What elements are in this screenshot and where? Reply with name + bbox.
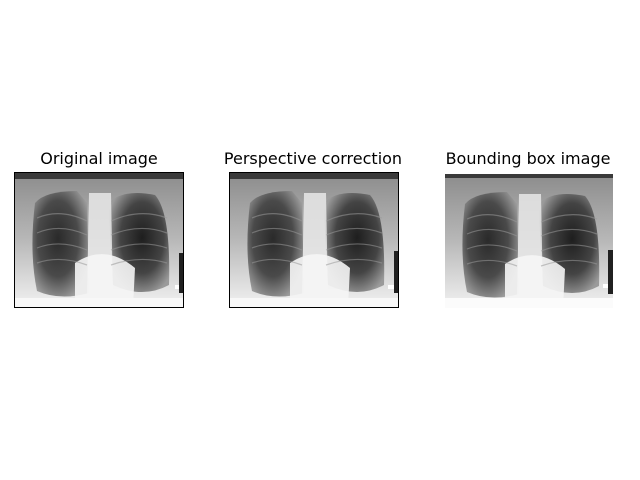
panel-title-perspective: Perspective correction [223,149,403,168]
chest-xray-graphic [445,174,613,308]
chest-xray-graphic [15,173,183,307]
xray-image-perspective [229,172,399,308]
chest-xray-graphic [230,173,398,307]
panel-title-original: Original image [40,149,158,168]
panel-title-bounding-box: Bounding box image [445,149,611,168]
xray-image-original [14,172,184,308]
xray-image-bounding-box [445,174,613,308]
